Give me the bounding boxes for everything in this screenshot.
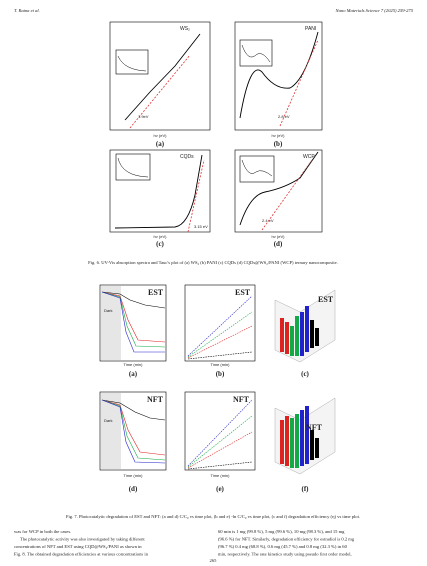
curve — [124, 33, 201, 121]
header-author: T. Ratna et al. — [14, 8, 40, 13]
panel-label: (b) — [216, 370, 225, 378]
gap-label: 2.4 eV — [262, 218, 274, 223]
panel-tag: NFT — [233, 395, 250, 404]
figure6: WS₂ 1.9eV hν (eV) (a) PANI 2.8 eV hν (eV… — [109, 21, 323, 248]
panel-tag: EST — [235, 288, 251, 297]
panel-frame — [99, 284, 167, 362]
fit-line — [187, 295, 253, 357]
inset-curve — [117, 157, 149, 178]
curve — [101, 291, 166, 309]
panel-frame — [99, 391, 167, 471]
dark-region — [101, 286, 121, 360]
fit-line — [187, 351, 253, 360]
body-line: 60 min is 1 mg (99.8 %), 5 mg (99.6 %), … — [218, 529, 345, 535]
panel-tag: PANI — [305, 26, 316, 32]
gap-label: 1.9eV — [138, 114, 149, 119]
x-label: Time (min) — [124, 362, 144, 367]
body-line: min, respectively. The rate kinetics stu… — [218, 552, 352, 558]
figure6-caption: Fig. 6. UV-Vis absorption spectra and Ta… — [88, 260, 338, 265]
body-line: concentrations of NFT and EST using CQD@… — [14, 544, 142, 549]
fit-line — [279, 39, 319, 127]
fit-line — [187, 159, 205, 233]
gap-label: 3.15 eV — [194, 224, 208, 229]
x-label: hν (eV) — [154, 133, 168, 138]
inset — [239, 155, 275, 183]
curve — [101, 399, 166, 461]
panel-label: (d) — [129, 485, 138, 493]
panel-tag: NFT — [147, 395, 164, 404]
curve — [114, 154, 203, 229]
body-line: was for WCP in both the cases. — [14, 529, 71, 534]
curve — [101, 291, 166, 343]
panel-label: (b) — [274, 140, 283, 148]
body-line: The photocatalytic activity was also inv… — [20, 537, 145, 542]
fit-line — [187, 325, 253, 359]
inset — [115, 49, 149, 75]
panel-label: (e) — [216, 485, 224, 493]
x-label: Time (min) — [211, 473, 231, 478]
body-text: was for WCP in both the cases. The photoc… — [14, 529, 355, 558]
panel-tag: CQDs — [180, 154, 194, 160]
panel-label: (a) — [129, 370, 138, 378]
x-label: hν (eV) — [272, 234, 286, 239]
panel-label: (a) — [156, 140, 165, 148]
fit-line — [187, 311, 253, 358]
panel-frame — [184, 391, 256, 471]
dark-label: Dark — [104, 308, 112, 313]
panel-tag: WS₂ — [180, 26, 190, 32]
curve — [101, 399, 166, 456]
panel-tag: EST — [318, 295, 334, 304]
dark-region — [101, 393, 121, 469]
panel-frame — [109, 149, 211, 233]
panel-label: (d) — [274, 240, 283, 248]
curve — [101, 399, 166, 421]
fit-line — [261, 159, 313, 231]
body-line: Fig. 8. The obtained degradation efficie… — [14, 552, 149, 557]
curve — [239, 31, 319, 119]
fit-line — [187, 431, 253, 469]
panel-label: (f) — [302, 485, 310, 493]
panel-frame — [234, 21, 323, 131]
inset — [115, 153, 151, 181]
fit-line — [129, 54, 191, 129]
bars-3d — [280, 406, 319, 468]
bars-3d — [280, 306, 319, 356]
fit-line — [187, 461, 253, 470]
curve — [101, 399, 166, 464]
panel-tag: NFT — [306, 423, 323, 432]
fit-line — [187, 415, 253, 468]
x-label: hν (eV) — [272, 133, 286, 138]
panel-frame — [109, 21, 211, 131]
panel-tag: WCP — [303, 154, 315, 160]
inset-curve — [117, 55, 147, 72]
figure7: EST Dark Time (min) (a) EST Time (min) (… — [99, 284, 336, 493]
gap-label: 2.8 eV — [278, 114, 290, 119]
panel-frame — [184, 284, 256, 362]
body-line: (96.6 %) for NFT. Similarly, degradation… — [218, 537, 355, 543]
panel-frame — [234, 149, 323, 233]
inset-curve — [241, 44, 271, 63]
panel-label: (c) — [156, 240, 164, 248]
curve — [101, 291, 165, 353]
x-label: Time (min) — [211, 362, 231, 367]
figure7-caption: Fig. 7. Photocatalytic degradation of ES… — [66, 514, 360, 520]
dark-label: Dark — [104, 418, 112, 423]
panel-label: (c) — [301, 370, 309, 378]
inset — [239, 39, 273, 67]
header-journal: Nano Materials Science 7 (2025) 259-275 — [335, 8, 414, 13]
body-line: (96.7 %) 0.4 mg (68.8 %), 0.6 mg (45.7 %… — [218, 544, 348, 550]
page-number: 265 — [210, 558, 218, 563]
panel-tag: EST — [148, 288, 164, 297]
curve — [101, 291, 166, 348]
x-label: Time (min) — [124, 473, 144, 478]
row1: EST Dark Time (min) (a) EST Time (min) (… — [99, 284, 336, 378]
row2: NFT Dark Time (min) (d) NFT Time (min) (… — [99, 391, 336, 493]
inset-curve — [241, 159, 273, 177]
fit-line — [187, 399, 253, 467]
curve — [239, 151, 319, 226]
x-label: hν (eV) — [154, 234, 168, 239]
